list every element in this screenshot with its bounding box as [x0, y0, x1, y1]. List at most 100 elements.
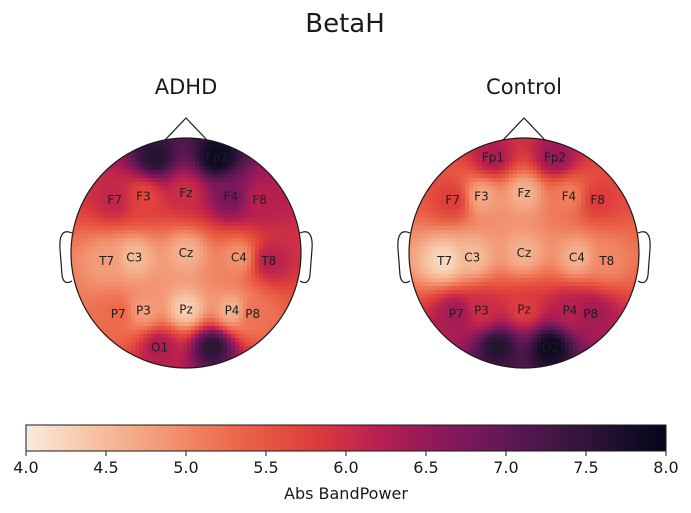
heat-cell: [99, 186, 104, 191]
heat-cell: [557, 166, 562, 171]
heat-cell: [183, 258, 188, 263]
heat-cell: [119, 250, 124, 255]
heat-cell: [573, 282, 578, 287]
heat-cell: [581, 302, 586, 307]
heat-cell: [255, 306, 260, 311]
heat-cell: [637, 242, 639, 247]
heat-cell: [131, 170, 136, 175]
heat-cell: [545, 182, 550, 187]
heat-cell: [131, 242, 136, 247]
heat-cell: [461, 186, 466, 191]
heat-cell: [553, 266, 558, 271]
heat-cell: [589, 194, 594, 199]
heat-cell: [453, 174, 458, 179]
heat-cell: [477, 194, 482, 199]
heat-cell: [465, 254, 470, 259]
electrode-label-fp1: Fp1: [144, 151, 166, 165]
heat-cell: [613, 242, 618, 247]
heat-cell: [259, 270, 264, 275]
heat-cell: [115, 178, 120, 183]
heat-cell: [179, 178, 184, 183]
heat-cell: [497, 190, 502, 195]
heat-cell: [151, 286, 156, 291]
heat-cell: [509, 262, 514, 267]
heat-cell: [191, 234, 196, 239]
heat-cell: [525, 266, 530, 271]
heat-cell: [151, 322, 156, 327]
heat-cell: [211, 238, 216, 243]
heat-cell: [509, 178, 514, 183]
heat-cell: [629, 222, 634, 227]
heat-cell: [569, 262, 574, 267]
heat-cell: [573, 222, 578, 227]
heat-cell: [537, 178, 542, 183]
heat-cell: [279, 226, 284, 231]
heat-cell: [465, 266, 470, 271]
heat-cell: [135, 182, 140, 187]
heat-cell: [267, 186, 272, 191]
heat-cell: [243, 246, 248, 251]
heat-cell: [115, 342, 120, 347]
heat-cell: [485, 302, 490, 307]
heat-cell: [445, 310, 450, 315]
heat-cell: [171, 230, 176, 235]
heat-cell: [103, 318, 108, 323]
heat-cell: [441, 218, 446, 223]
heat-cell: [183, 262, 188, 267]
heat-cell: [469, 282, 474, 287]
heat-cell: [91, 230, 96, 235]
heat-cell: [215, 302, 220, 307]
heat-cell: [465, 194, 470, 199]
heat-cell: [151, 210, 156, 215]
heat-cell: [179, 238, 184, 243]
heat-cell: [283, 294, 288, 299]
heat-cell: [421, 222, 426, 227]
heat-cell: [509, 174, 514, 179]
heat-cell: [549, 198, 554, 203]
heat-cell: [179, 278, 184, 283]
heat-cell: [219, 282, 224, 287]
heat-cell: [461, 214, 466, 219]
heat-cell: [517, 214, 522, 219]
heat-cell: [541, 142, 546, 147]
heat-cell: [271, 182, 276, 187]
heat-cell: [215, 202, 220, 207]
heat-cell: [191, 302, 196, 307]
heat-cell: [473, 150, 478, 155]
heat-cell: [497, 146, 502, 151]
heat-cell: [103, 294, 108, 299]
heat-cell: [437, 178, 442, 183]
heat-cell: [573, 250, 578, 255]
heat-cell: [91, 298, 96, 303]
heat-cell: [219, 318, 224, 323]
heat-cell: [477, 190, 482, 195]
heat-cell: [493, 306, 498, 311]
heat-cell: [203, 326, 208, 331]
heat-cell: [529, 226, 534, 231]
heat-cell: [71, 234, 76, 239]
heat-cell: [601, 230, 606, 235]
heat-cell: [143, 314, 148, 319]
heat-cell: [537, 174, 542, 179]
heat-cell: [207, 326, 212, 331]
heat-cell: [211, 186, 216, 191]
heat-cell: [271, 310, 276, 315]
heat-cell: [589, 278, 594, 283]
heat-cell: [429, 230, 434, 235]
heat-cell: [95, 226, 100, 231]
heat-cell: [179, 334, 184, 339]
heat-cell: [215, 306, 220, 311]
heat-cell: [83, 266, 88, 271]
heat-cell: [529, 150, 534, 155]
heat-cell: [243, 238, 248, 243]
heat-cell: [283, 278, 288, 283]
heat-cell: [195, 182, 200, 187]
heat-cell: [613, 226, 618, 231]
heat-cell: [457, 230, 462, 235]
heat-cell: [533, 242, 538, 247]
heat-cell: [585, 298, 590, 303]
heat-cell: [517, 226, 522, 231]
heat-cell: [215, 242, 220, 247]
heat-cell: [489, 166, 494, 171]
heat-cell: [445, 230, 450, 235]
